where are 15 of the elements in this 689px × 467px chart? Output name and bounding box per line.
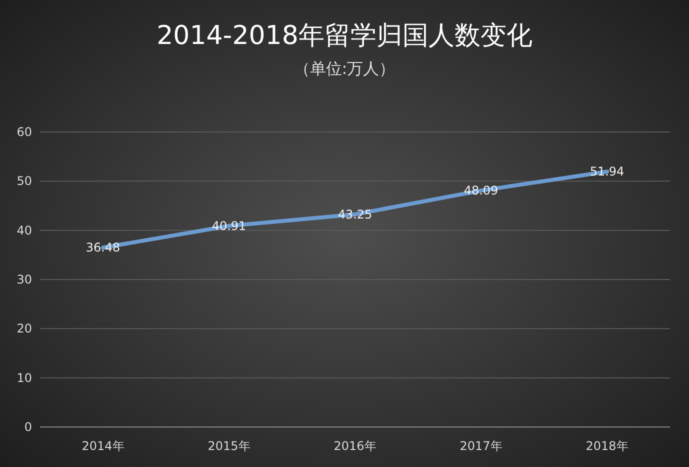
xtick: 2014年 [82,439,124,453]
ytick: 20 [16,322,32,336]
data-label: 36.48 [86,240,120,255]
ytick: 60 [16,125,32,139]
ytick: 30 [16,272,32,286]
subtitle: （单位:万人） [294,59,396,78]
ytick: 0 [24,420,32,434]
xtick: 2018年 [586,439,628,453]
xtick: 2015年 [208,439,250,453]
ytick: 40 [16,223,32,238]
title: 2014-2018年留学归国人数变化 [156,21,532,51]
xtick: 2017年 [460,439,502,453]
xtick: 2016年 [334,439,376,453]
ytick: 50 [16,174,32,188]
ytick: 10 [16,370,32,385]
